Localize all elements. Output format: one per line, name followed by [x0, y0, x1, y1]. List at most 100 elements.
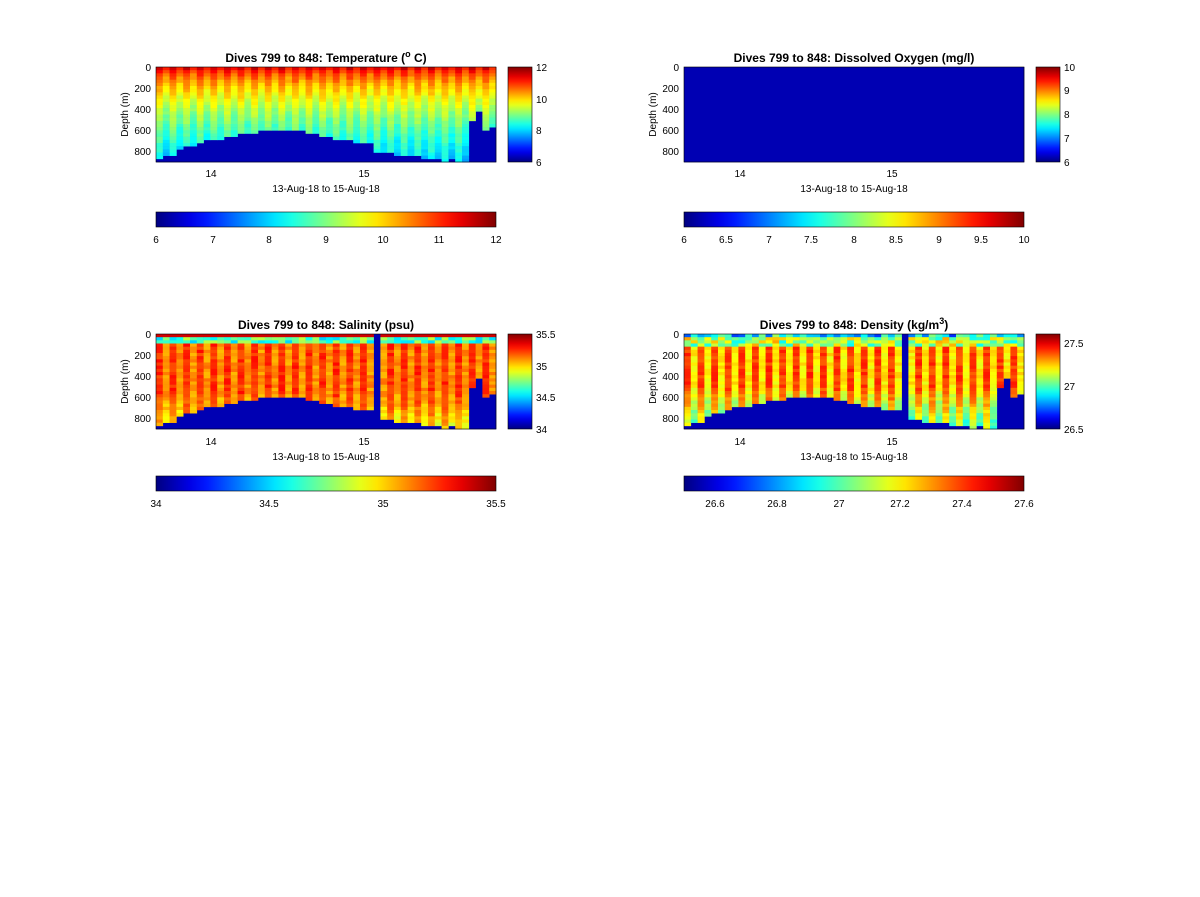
heatmap-cell: [230, 372, 238, 376]
heatmap-cell: [448, 92, 456, 96]
heatmap-cell: [908, 384, 916, 389]
heatmap-cell: [928, 378, 936, 382]
heatmap-cell: [407, 89, 415, 93]
heatmap-cell: [169, 92, 177, 96]
heatmap-cell: [373, 143, 381, 147]
heatmap-cell: [996, 346, 1004, 351]
heatmap-cell: [251, 359, 259, 363]
heatmap-cell: [421, 353, 429, 357]
heatmap-cell: [169, 353, 177, 357]
heatmap-cell: [745, 337, 753, 341]
heatmap-cell: [203, 368, 211, 373]
heatmap-cell: [298, 365, 306, 370]
heatmap-cell: [772, 397, 780, 401]
heatmap-cell: [162, 105, 170, 109]
heatmap-cell: [482, 387, 490, 392]
heatmap-cell: [156, 76, 164, 80]
heatmap-cell: [468, 365, 476, 370]
heatmap-cell: [854, 343, 862, 347]
heatmap-cell: [237, 391, 245, 395]
heatmap-cell: [908, 365, 916, 370]
heatmap-cell: [332, 359, 340, 363]
heatmap-cell: [407, 149, 415, 153]
heatmap-cell: [298, 76, 306, 80]
heatmap-cell: [162, 381, 170, 385]
heatmap-cell: [908, 394, 916, 398]
heatmap-cell: [264, 101, 272, 106]
heatmap-cell: [285, 105, 293, 109]
hbar-tick-label: 34.5: [259, 499, 279, 510]
heatmap-cell: [196, 375, 204, 379]
heatmap-cell: [847, 394, 855, 398]
heatmap-cell: [230, 375, 238, 379]
heatmap-cell: [969, 353, 977, 357]
heatmap-cell: [176, 356, 184, 360]
heatmap-cell: [203, 70, 211, 74]
heatmap-cell: [468, 111, 476, 115]
heatmap-cell: [278, 127, 286, 131]
heatmap-cell: [704, 372, 712, 376]
heatmap-cell: [441, 139, 449, 144]
heatmap-cell: [468, 89, 476, 93]
heatmap-cell: [258, 394, 266, 398]
heatmap-cell: [489, 114, 497, 118]
heatmap-cell: [1010, 365, 1018, 370]
heatmap-cell: [264, 346, 272, 351]
density-x-label: 13-Aug-18 to 15-Aug-18: [800, 452, 908, 463]
heatmap-cell: [224, 101, 232, 106]
heatmap-cell: [414, 95, 422, 99]
heatmap-cell: [448, 130, 456, 134]
heatmap-cell: [434, 120, 442, 125]
heatmap-cell: [421, 86, 429, 90]
heatmap-cell: [258, 343, 266, 347]
heatmap-cell: [874, 356, 882, 360]
heatmap-cell: [922, 353, 930, 357]
heatmap-cell: [387, 359, 395, 363]
heatmap-cell: [326, 397, 334, 401]
heatmap-cell: [826, 356, 834, 360]
heatmap-cell: [285, 365, 293, 370]
heatmap-cell: [745, 353, 753, 357]
heatmap-cell: [414, 365, 422, 370]
heatmap-cell: [956, 394, 964, 398]
heatmap-cell: [956, 400, 964, 404]
x-tick-label: 15: [358, 169, 370, 180]
heatmap-cell: [421, 359, 429, 363]
y-tick-label: 200: [134, 84, 151, 95]
heatmap-cell: [462, 384, 470, 389]
heatmap-cell: [156, 124, 164, 128]
heatmap-cell: [779, 349, 787, 354]
heatmap-cell: [251, 365, 259, 370]
heatmap-cell: [353, 381, 361, 385]
heatmap-cell: [428, 384, 436, 389]
heatmap-cell: [448, 365, 456, 370]
heatmap-cell: [176, 359, 184, 363]
heatmap-cell: [772, 372, 780, 376]
heatmap-cell: [169, 416, 177, 420]
heatmap-cell: [731, 378, 739, 382]
heatmap-cell: [251, 120, 259, 125]
heatmap-cell: [373, 89, 381, 93]
heatmap-cell: [428, 67, 436, 71]
heatmap-cell: [684, 394, 692, 398]
heatmap-cell: [1010, 387, 1018, 392]
heatmap-cell: [224, 362, 232, 366]
heatmap-cell: [380, 105, 388, 109]
heatmap-cell: [292, 353, 300, 357]
heatmap-cell: [156, 149, 164, 153]
heatmap-cell: [230, 359, 238, 363]
heatmap-cell: [380, 95, 388, 99]
heatmap-cell: [962, 356, 970, 360]
heatmap-cell: [441, 406, 449, 411]
heatmap-cell: [881, 349, 889, 354]
heatmap-cell: [373, 124, 381, 128]
heatmap-cell: [407, 120, 415, 125]
heatmap-cell: [684, 400, 692, 404]
heatmap-cell: [258, 334, 266, 338]
heatmap-cell: [271, 334, 279, 338]
y-tick-label: 800: [134, 414, 151, 425]
heatmap-cell: [360, 394, 368, 398]
heatmap-cell: [908, 375, 916, 379]
heatmap-cell: [346, 92, 354, 96]
heatmap-cell: [752, 365, 760, 370]
